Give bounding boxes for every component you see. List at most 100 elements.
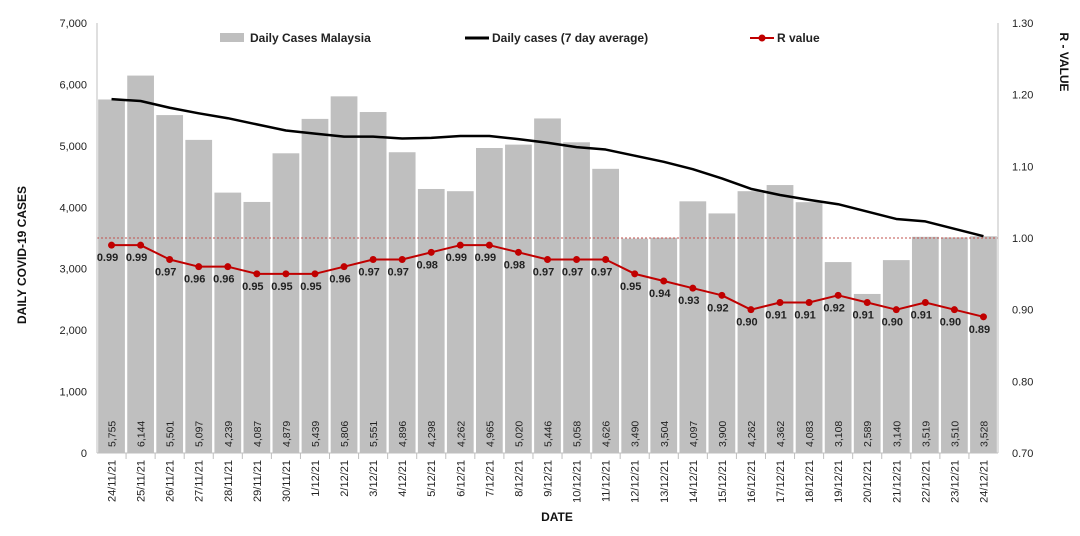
x-tick-label: 24/11/21 — [107, 460, 119, 502]
bar — [563, 142, 590, 453]
bar-data-label: 4,262 — [455, 421, 467, 447]
r-value-point — [108, 241, 116, 249]
r-value-label: 0.97 — [533, 267, 554, 279]
x-tick-label: 20/12/21 — [862, 460, 874, 503]
y2-tick-label: 0.70 — [1012, 448, 1033, 460]
y-tick-label: 1,000 — [59, 387, 87, 399]
x-tick-label: 28/11/21 — [223, 460, 235, 502]
r-value-point — [427, 248, 435, 256]
bar-data-label: 5,806 — [339, 421, 351, 447]
x-tick-label: 4/12/21 — [397, 460, 409, 497]
bar — [359, 112, 387, 453]
r-value-point — [398, 256, 406, 263]
x-tick-label: 18/12/21 — [804, 460, 816, 503]
bar — [243, 201, 271, 453]
r-value-label: 0.90 — [882, 317, 903, 329]
r-value-label: 0.99 — [97, 252, 118, 264]
r-value-label: 0.91 — [794, 310, 815, 322]
x-tick-label: 13/12/21 — [659, 460, 671, 503]
x-tick-label: 23/12/21 — [949, 460, 961, 503]
y-tick-label: 4,000 — [59, 202, 87, 214]
bar-data-label: 3,140 — [891, 421, 903, 447]
bar — [592, 168, 619, 453]
r-value-label: 0.96 — [184, 274, 205, 286]
r-value-label: 0.97 — [387, 267, 408, 279]
x-tick-label: 1/12/21 — [310, 460, 322, 497]
r-value-point — [456, 241, 464, 249]
bar-data-label: 4,626 — [601, 421, 613, 447]
r-value-label: 0.95 — [242, 281, 263, 293]
bar-data-label: 5,097 — [194, 421, 206, 447]
bar-data-label: 5,551 — [368, 421, 380, 447]
r-value-point — [892, 306, 900, 314]
bar — [388, 152, 416, 453]
r-value-point — [631, 270, 639, 278]
bar-data-label: 3,490 — [630, 421, 642, 447]
bar — [185, 139, 213, 454]
r-value-point — [195, 263, 203, 271]
r-value-point — [137, 241, 145, 249]
y2-tick-label: 1.10 — [1012, 161, 1033, 173]
y2-tick-label: 1.00 — [1012, 233, 1033, 245]
r-value-point — [369, 256, 377, 263]
y-tick-label: 5,000 — [59, 141, 87, 153]
x-tick-label: 6/12/21 — [455, 460, 467, 497]
r-value-point — [311, 270, 319, 278]
r-value-point — [340, 263, 348, 271]
r-value-label: 0.97 — [591, 267, 612, 279]
y2-tick-label: 0.90 — [1012, 305, 1033, 317]
bar — [476, 148, 503, 453]
bar-data-label: 4,262 — [746, 421, 758, 447]
x-tick-label: 2/12/21 — [339, 460, 351, 497]
bar-data-label: 6,144 — [136, 421, 148, 447]
r-value-point — [573, 256, 581, 263]
x-tick-label: 3/12/21 — [368, 460, 380, 497]
bar-data-label: 5,058 — [572, 421, 584, 447]
bar — [534, 118, 561, 454]
r-value-label: 0.95 — [300, 281, 321, 293]
x-tick-label: 16/12/21 — [746, 460, 758, 503]
bar — [708, 213, 736, 453]
r-value-point — [660, 277, 668, 285]
r-value-label: 0.95 — [620, 281, 641, 293]
r-value-point — [514, 248, 522, 256]
r-value-point — [282, 270, 290, 278]
r-value-point — [921, 299, 929, 306]
x-tick-label: 8/12/21 — [513, 460, 525, 497]
bar — [156, 115, 184, 454]
r-value-label: 0.90 — [736, 317, 757, 329]
r-value-label: 0.98 — [504, 259, 525, 271]
legend-swatch-r-marker — [758, 34, 766, 42]
bar-series: 5,755 6,144 5,501 5,097 4,239 4,087 4,879 5,439… — [98, 75, 997, 454]
r-value-label: 0.93 — [678, 295, 699, 307]
bar — [795, 202, 823, 453]
x-tick-label: 30/11/21 — [281, 460, 293, 502]
bar-data-label: 3,504 — [659, 421, 671, 447]
r-value-label: 0.90 — [940, 317, 961, 329]
r-value-label: 0.99 — [126, 252, 147, 264]
r-value-label: 0.96 — [213, 274, 234, 286]
r-value-label: 0.99 — [446, 252, 467, 264]
bar — [882, 260, 910, 453]
bar — [214, 192, 242, 453]
average-line-layer — [111, 97, 984, 238]
bar-data-label: 4,896 — [397, 421, 409, 447]
bar — [127, 75, 154, 453]
bar — [970, 236, 997, 453]
x-tick-label: 22/12/21 — [920, 460, 932, 503]
legend-label-r: R value — [777, 31, 820, 45]
x-tick-label: 11/12/21 — [601, 460, 613, 502]
x-tick-label: 25/11/21 — [136, 460, 148, 502]
x-tick-label: 24/12/21 — [978, 460, 990, 503]
bar-data-label: 4,298 — [426, 421, 438, 447]
bar — [505, 144, 532, 453]
y-tick-label: 6,000 — [59, 79, 87, 91]
bar — [941, 237, 968, 453]
bar — [911, 236, 939, 453]
y-tick-label: 7,000 — [59, 18, 87, 30]
r-value-label: 0.92 — [707, 302, 728, 314]
y2-tick-label: 0.80 — [1012, 376, 1033, 388]
r-value-point — [253, 270, 261, 278]
r-value-point — [718, 291, 726, 299]
